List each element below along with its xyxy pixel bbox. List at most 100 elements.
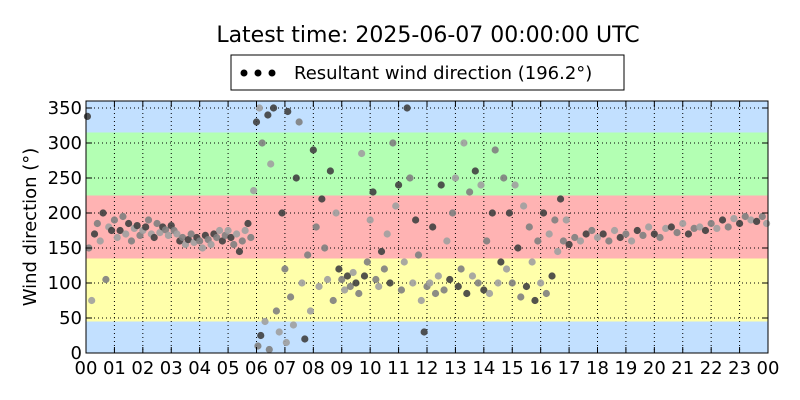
y-tick-label: 250	[48, 168, 82, 189]
data-point	[107, 226, 116, 235]
data-point	[386, 279, 394, 287]
data-point	[446, 275, 454, 284]
data-point	[437, 181, 445, 189]
data-point	[463, 289, 471, 298]
data-point	[309, 146, 317, 154]
data-point	[491, 146, 499, 154]
data-point	[434, 272, 442, 280]
data-point	[304, 251, 312, 259]
data-point	[179, 233, 187, 242]
x-tick-label: 03	[160, 358, 183, 379]
x-tick-label: 20	[643, 358, 666, 379]
grid-lines	[85, 101, 769, 354]
x-tick-label: 16	[529, 358, 552, 379]
data-point	[426, 279, 434, 287]
data-point	[511, 181, 519, 189]
y-tick-label: 50	[59, 308, 82, 329]
x-tick-label: 12	[416, 358, 439, 379]
data-point	[238, 237, 246, 245]
data-point	[90, 230, 99, 238]
data-point	[443, 237, 451, 245]
data-point	[272, 307, 280, 315]
data-point	[230, 240, 238, 249]
data-point	[628, 237, 636, 245]
data-point	[474, 279, 482, 287]
data-point	[358, 149, 366, 158]
data-point	[650, 230, 658, 238]
data-point	[227, 233, 235, 242]
data-point	[548, 272, 556, 280]
data-point	[315, 282, 323, 291]
data-point	[88, 296, 96, 305]
data-point	[460, 139, 468, 147]
data-point	[156, 229, 164, 237]
y-tick-label: 0	[71, 343, 82, 364]
data-point	[122, 230, 130, 238]
data-point	[582, 230, 590, 238]
data-point	[218, 237, 226, 245]
data-point	[610, 226, 619, 235]
data-point	[289, 321, 298, 329]
data-point	[534, 237, 542, 245]
x-tick-label: 00	[75, 358, 98, 379]
legend: Resultant wind direction (196.2°)	[230, 54, 625, 91]
data-point	[360, 272, 369, 280]
data-point	[83, 112, 92, 120]
legend-marker	[240, 69, 248, 77]
x-tick-label: 08	[302, 358, 325, 379]
data-point	[753, 217, 761, 225]
legend-marker	[254, 69, 262, 77]
data-point	[250, 187, 258, 195]
data-point	[326, 167, 334, 175]
data-point	[485, 289, 494, 298]
data-point	[215, 226, 224, 235]
data-point	[144, 216, 153, 224]
data-point	[457, 265, 465, 273]
data-point	[306, 307, 315, 315]
data-point	[153, 219, 161, 228]
data-point	[505, 209, 514, 217]
data-point	[556, 195, 565, 203]
data-point	[267, 160, 275, 168]
data-point	[255, 104, 263, 112]
data-point	[258, 139, 266, 147]
y-axis-label: Wind direction (°)	[20, 148, 41, 307]
y-axis: 0 50 100 150 200 250 300 350	[48, 98, 768, 364]
data-point	[265, 345, 273, 354]
data-point	[571, 233, 579, 242]
data-point	[696, 223, 704, 231]
data-point	[298, 279, 306, 287]
data-point	[247, 233, 255, 242]
data-point	[377, 247, 386, 256]
x-tick-label: 17	[558, 358, 581, 379]
data-point	[545, 230, 553, 238]
data-point	[346, 282, 354, 291]
data-point	[338, 275, 346, 284]
data-point	[406, 174, 414, 182]
data-point	[440, 286, 448, 294]
data-point	[282, 338, 290, 347]
data-point	[335, 265, 343, 273]
data-point	[241, 226, 249, 235]
data-point	[366, 216, 374, 224]
y-tick-label: 350	[48, 98, 82, 119]
data-point	[497, 258, 505, 266]
data-point	[161, 226, 170, 234]
data-point	[363, 258, 371, 266]
data-point	[605, 237, 613, 245]
data-point	[480, 286, 488, 294]
data-point	[207, 240, 215, 249]
data-point	[343, 272, 352, 280]
data-point	[409, 279, 417, 287]
data-point	[667, 223, 675, 231]
data-point	[244, 219, 252, 228]
data-point	[762, 219, 771, 228]
data-point	[278, 209, 286, 217]
data-point	[565, 240, 573, 249]
data-point	[616, 233, 624, 242]
data-point	[235, 247, 244, 256]
data-point	[254, 342, 262, 350]
data-point	[645, 223, 653, 231]
data-point	[414, 251, 423, 259]
